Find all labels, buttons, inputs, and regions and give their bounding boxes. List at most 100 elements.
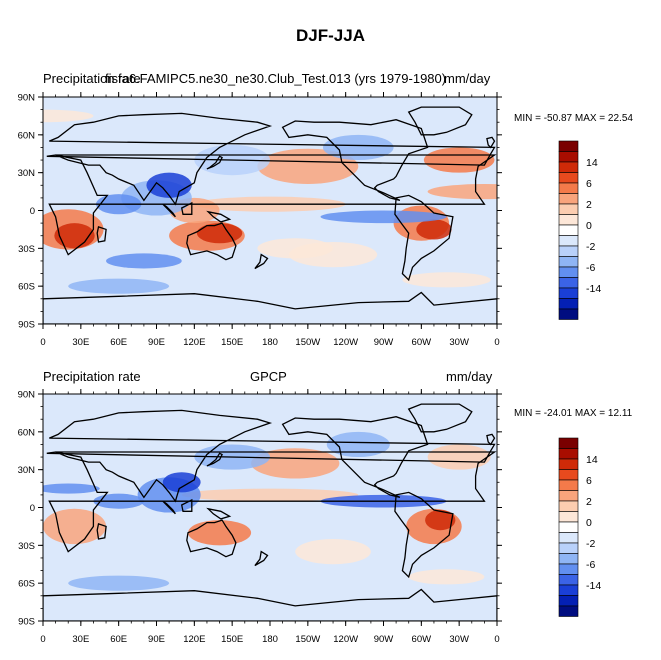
x-tick-label: 120W: [333, 634, 358, 645]
field-contour-8: [162, 472, 201, 493]
x-tick-label: 150W: [295, 634, 320, 645]
field-contour-6: [257, 148, 359, 185]
colorbar-label: 6: [586, 178, 592, 190]
panel2-title: GPCP: [250, 369, 287, 384]
x-tick-label: 60W: [412, 337, 432, 348]
colorbar-swatch: [558, 605, 579, 617]
field-contour-8: [196, 223, 243, 244]
coastline-6: [43, 291, 497, 324]
colorbar-swatch: [558, 151, 579, 163]
figure-title: DJF-JJA: [296, 26, 365, 45]
colorbar-label: -2: [586, 241, 595, 253]
x-tick-label: 0: [40, 634, 45, 645]
coastline-3: [394, 194, 454, 282]
colorbar-swatch: [558, 584, 579, 596]
field-contour-16: [43, 483, 100, 494]
y-tick-label: 60S: [18, 282, 35, 293]
panel2-left-label: Precipitation rate: [43, 369, 141, 384]
field-contour-21: [43, 109, 94, 123]
colorbar-label: -6: [586, 559, 595, 571]
x-tick-label: 90W: [374, 634, 394, 645]
colorbar-swatch: [558, 500, 579, 512]
panel2-min-max: MIN = -24.01 MAX = 12.11: [514, 408, 633, 419]
x-tick-label: 30E: [72, 634, 89, 645]
field-contour-15: [68, 575, 170, 591]
y-tick-label: 30N: [18, 465, 36, 476]
x-tick-label: 0: [494, 634, 499, 645]
field-contour-18: [402, 272, 491, 288]
x-tick-label: 30W: [449, 634, 469, 645]
x-tick-label: 150E: [221, 337, 243, 348]
y-tick-label: 0: [30, 206, 35, 217]
x-tick-label: 90E: [148, 337, 165, 348]
field-contour-14: [408, 569, 485, 585]
x-tick-label: 150W: [295, 337, 320, 348]
coastline-7: [486, 136, 496, 149]
x-tick-label: 30W: [449, 337, 469, 348]
field-contour-10: [427, 444, 491, 470]
coastline-0: [48, 154, 497, 256]
coastline-1: [46, 112, 496, 206]
coastline-11: [180, 201, 193, 215]
coastline-13: [254, 253, 269, 270]
colorbar-swatch: [558, 458, 579, 470]
x-tick-label: 60W: [412, 634, 432, 645]
field-contour-5: [181, 488, 359, 502]
field-contour-3: [251, 448, 340, 479]
colorbar-swatch: [558, 479, 579, 491]
coastline-11: [180, 498, 193, 512]
colorbar-swatch: [558, 287, 579, 299]
colorbar-label: 14: [586, 454, 598, 466]
colorbar-swatch: [558, 182, 579, 194]
x-tick-label: 0: [40, 337, 45, 348]
colorbar-label: 14: [586, 157, 598, 169]
y-tick-label: 30N: [18, 168, 36, 179]
field-contour-12: [146, 172, 192, 198]
colorbar-swatch: [558, 140, 579, 152]
colorbar-label: 0: [586, 517, 592, 529]
colorbar-swatch: [558, 172, 579, 184]
field-contour-2: [425, 510, 456, 531]
coastline-3: [394, 491, 454, 579]
coastline-2: [281, 416, 429, 499]
colorbar-swatch: [558, 235, 579, 247]
colorbar-label: -14: [586, 580, 601, 592]
colorbar-swatch: [558, 245, 579, 257]
coastline-10: [162, 500, 176, 515]
x-tick-label: 120E: [183, 634, 205, 645]
colorbar-swatch: [558, 490, 579, 502]
x-tick-label: 90W: [374, 337, 394, 348]
coastline-4: [186, 222, 237, 261]
panel1-min-max: MIN = -50.87 MAX = 22.54: [514, 113, 633, 124]
colorbar-swatch: [558, 308, 579, 320]
coastline-6: [43, 588, 497, 621]
colorbar-swatch: [558, 542, 579, 554]
coastline-5: [407, 403, 473, 433]
panel2-map: 0 30E 60E 90E 120E 150E 180 150W 120W 90W 60W 30W 09…: [18, 389, 502, 645]
x-tick-label: 60E: [110, 337, 127, 348]
field-contour-4: [416, 219, 452, 240]
colorbar-swatch: [558, 511, 579, 523]
field-contour-4: [188, 520, 252, 546]
colorbar-label: -14: [586, 283, 601, 295]
panel1-colorbar: 14 6 2 0 -2 -6 -14: [558, 140, 601, 320]
field-contour-5: [423, 147, 495, 173]
field-contour-20: [322, 134, 394, 161]
y-tick-label: 90S: [18, 320, 35, 331]
x-tick-label: 30E: [72, 337, 89, 348]
coastline-9: [96, 523, 107, 540]
coastline-0: [48, 451, 497, 553]
field-contour-15: [320, 210, 447, 224]
y-tick-label: 90S: [18, 617, 35, 628]
y-tick-label: 60N: [18, 130, 36, 141]
panel2-units: mm/day: [446, 369, 493, 384]
coastline-13: [254, 550, 269, 567]
colorbar-swatch: [558, 266, 579, 278]
field-contour-17: [257, 238, 334, 259]
colorbar-swatch: [558, 532, 579, 544]
coastline-12: [206, 507, 232, 520]
coastline-5: [407, 106, 473, 136]
colorbar-swatch: [558, 469, 579, 481]
panel1-title: fisfa6.FAMIPC5.ne30_ne30.Club_Test.013 (…: [105, 71, 447, 86]
